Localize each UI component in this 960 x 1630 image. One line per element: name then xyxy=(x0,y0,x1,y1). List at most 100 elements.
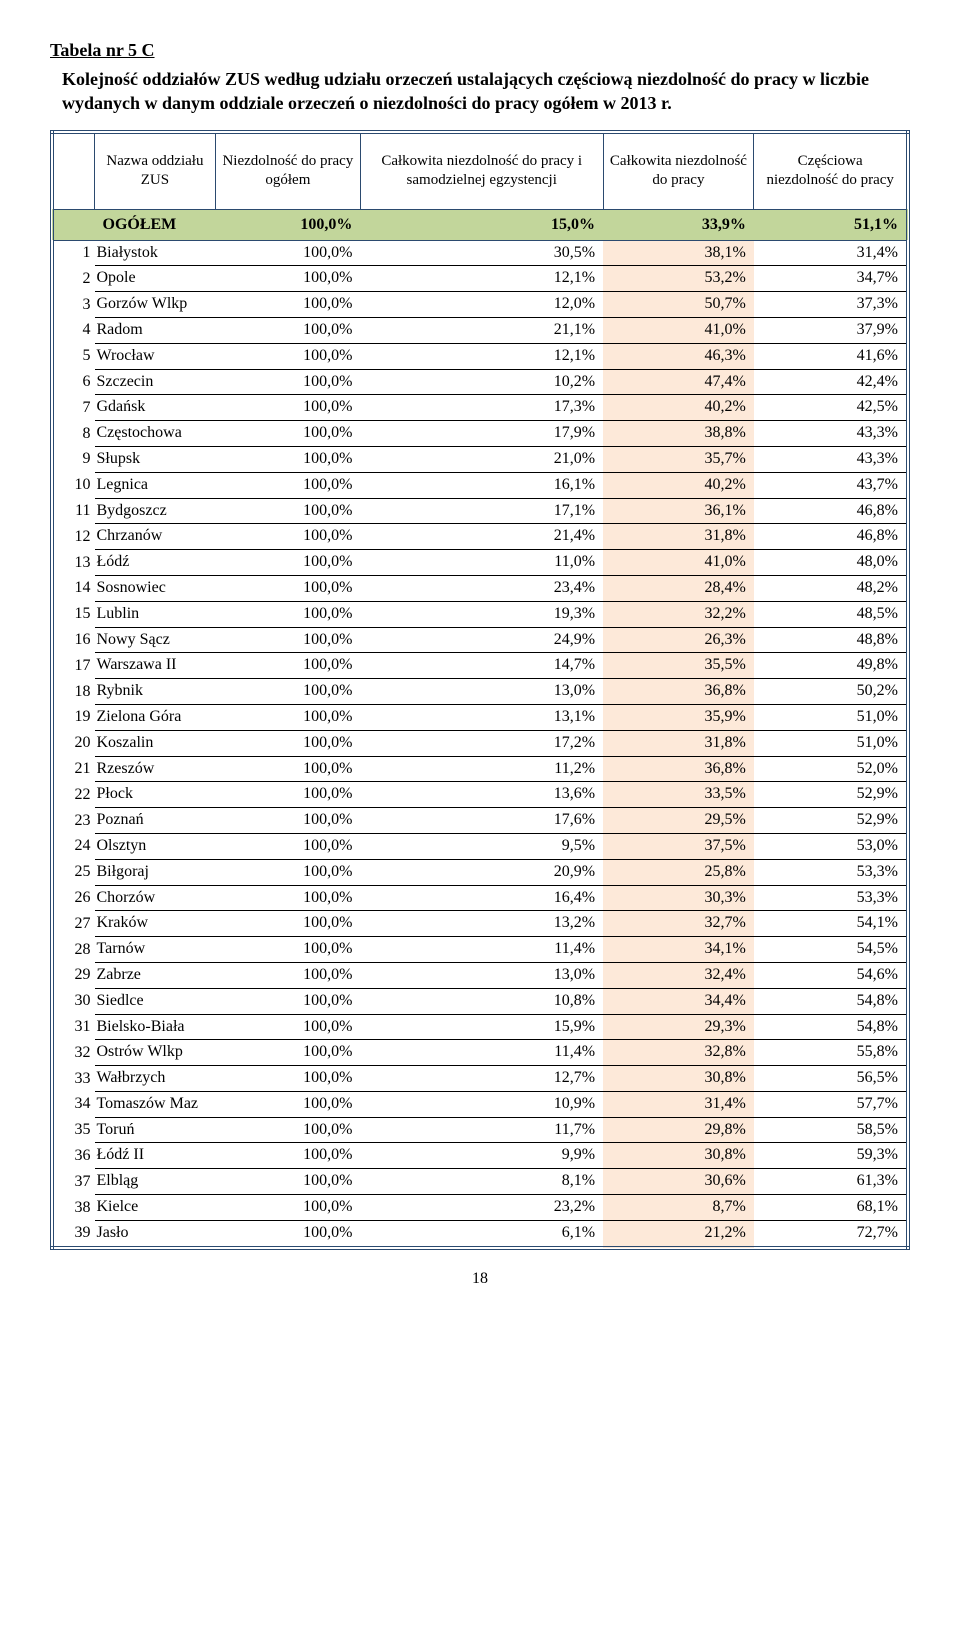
row-c4: 40,2% xyxy=(603,395,754,421)
row-c4: 30,3% xyxy=(603,885,754,911)
row-name: Chorzów xyxy=(95,885,216,911)
row-idx: 20 xyxy=(52,730,95,756)
table-row: 19Zielona Góra100,0%13,1%35,9%51,0% xyxy=(52,704,908,730)
row-c5: 48,2% xyxy=(754,575,908,601)
row-c3: 9,5% xyxy=(360,833,603,859)
row-idx: 1 xyxy=(52,240,95,266)
row-c2: 100,0% xyxy=(215,498,360,524)
row-c5: 58,5% xyxy=(754,1117,908,1143)
row-c2: 100,0% xyxy=(215,704,360,730)
row-idx: 10 xyxy=(52,472,95,498)
table-row: 3Gorzów Wlkp100,0%12,0%50,7%37,3% xyxy=(52,292,908,318)
row-c4: 34,1% xyxy=(603,937,754,963)
row-c4: 41,0% xyxy=(603,550,754,576)
row-c4: 35,9% xyxy=(603,704,754,730)
row-idx: 16 xyxy=(52,627,95,653)
row-name: Kielce xyxy=(95,1195,216,1221)
row-c4: 53,2% xyxy=(603,266,754,292)
row-c2: 100,0% xyxy=(215,627,360,653)
row-c5: 43,3% xyxy=(754,446,908,472)
row-idx: 35 xyxy=(52,1117,95,1143)
row-c3: 9,9% xyxy=(360,1143,603,1169)
row-c3: 13,6% xyxy=(360,782,603,808)
table-row: 35Toruń100,0%11,7%29,8%58,5% xyxy=(52,1117,908,1143)
row-c4: 33,5% xyxy=(603,782,754,808)
row-idx: 29 xyxy=(52,962,95,988)
table-row: 33Wałbrzych100,0%12,7%30,8%56,5% xyxy=(52,1066,908,1092)
row-name: Bielsko-Biała xyxy=(95,1014,216,1040)
header-c3: Całkowita niezdolność do pracy i samodzi… xyxy=(360,132,603,210)
row-idx: 34 xyxy=(52,1091,95,1117)
row-c5: 53,3% xyxy=(754,859,908,885)
row-name: Legnica xyxy=(95,472,216,498)
table-row: 7Gdańsk100,0%17,3%40,2%42,5% xyxy=(52,395,908,421)
row-c5: 55,8% xyxy=(754,1040,908,1066)
row-idx: 6 xyxy=(52,369,95,395)
table-row: 36Łódź II100,0%9,9%30,8%59,3% xyxy=(52,1143,908,1169)
row-c3: 30,5% xyxy=(360,240,603,266)
row-idx: 8 xyxy=(52,421,95,447)
table-row: 28Tarnów100,0%11,4%34,1%54,5% xyxy=(52,937,908,963)
row-c2: 100,0% xyxy=(215,679,360,705)
row-name: Ostrów Wlkp xyxy=(95,1040,216,1066)
row-idx: 23 xyxy=(52,808,95,834)
row-name: Wrocław xyxy=(95,343,216,369)
row-c4: 36,8% xyxy=(603,679,754,705)
row-c2: 100,0% xyxy=(215,962,360,988)
row-idx: 19 xyxy=(52,704,95,730)
row-c4: 30,8% xyxy=(603,1066,754,1092)
row-c5: 43,7% xyxy=(754,472,908,498)
row-c3: 11,4% xyxy=(360,1040,603,1066)
row-c4: 38,8% xyxy=(603,421,754,447)
table-row: 9Słupsk100,0%21,0%35,7%43,3% xyxy=(52,446,908,472)
row-idx: 5 xyxy=(52,343,95,369)
row-c4: 31,8% xyxy=(603,524,754,550)
row-c2: 100,0% xyxy=(215,1117,360,1143)
row-c3: 10,2% xyxy=(360,369,603,395)
row-idx: 38 xyxy=(52,1195,95,1221)
row-c3: 12,1% xyxy=(360,266,603,292)
row-idx: 17 xyxy=(52,653,95,679)
row-c5: 46,8% xyxy=(754,498,908,524)
row-c2: 100,0% xyxy=(215,1169,360,1195)
row-c5: 54,8% xyxy=(754,1014,908,1040)
row-c5: 52,0% xyxy=(754,756,908,782)
row-c4: 29,5% xyxy=(603,808,754,834)
row-name: Gorzów Wlkp xyxy=(95,292,216,318)
row-name: Kraków xyxy=(95,911,216,937)
row-c5: 54,5% xyxy=(754,937,908,963)
row-c3: 20,9% xyxy=(360,859,603,885)
row-c5: 51,0% xyxy=(754,730,908,756)
table-row: 5Wrocław100,0%12,1%46,3%41,6% xyxy=(52,343,908,369)
row-idx: 12 xyxy=(52,524,95,550)
row-name: Łódź xyxy=(95,550,216,576)
row-c2: 100,0% xyxy=(215,240,360,266)
row-name: Toruń xyxy=(95,1117,216,1143)
row-name: Jasło xyxy=(95,1220,216,1247)
row-c3: 17,9% xyxy=(360,421,603,447)
row-c4: 35,5% xyxy=(603,653,754,679)
row-idx: 36 xyxy=(52,1143,95,1169)
row-c5: 52,9% xyxy=(754,808,908,834)
header-c5: Częściowa niezdolność do pracy xyxy=(754,132,908,210)
row-idx: 7 xyxy=(52,395,95,421)
row-c5: 51,0% xyxy=(754,704,908,730)
row-c3: 13,0% xyxy=(360,962,603,988)
table-row: 31Bielsko-Biała100,0%15,9%29,3%54,8% xyxy=(52,1014,908,1040)
row-name: Wałbrzych xyxy=(95,1066,216,1092)
row-c4: 32,8% xyxy=(603,1040,754,1066)
total-c4: 33,9% xyxy=(603,209,754,240)
row-c3: 8,1% xyxy=(360,1169,603,1195)
row-c4: 31,4% xyxy=(603,1091,754,1117)
header-c4: Całkowita niezdolność do pracy xyxy=(603,132,754,210)
row-c5: 54,1% xyxy=(754,911,908,937)
row-idx: 28 xyxy=(52,937,95,963)
table-row: 26Chorzów100,0%16,4%30,3%53,3% xyxy=(52,885,908,911)
table-row: 14Sosnowiec100,0%23,4%28,4%48,2% xyxy=(52,575,908,601)
row-c4: 8,7% xyxy=(603,1195,754,1221)
table-row: 27Kraków100,0%13,2%32,7%54,1% xyxy=(52,911,908,937)
total-c5: 51,1% xyxy=(754,209,908,240)
row-c4: 36,8% xyxy=(603,756,754,782)
row-c5: 41,6% xyxy=(754,343,908,369)
row-c2: 100,0% xyxy=(215,756,360,782)
